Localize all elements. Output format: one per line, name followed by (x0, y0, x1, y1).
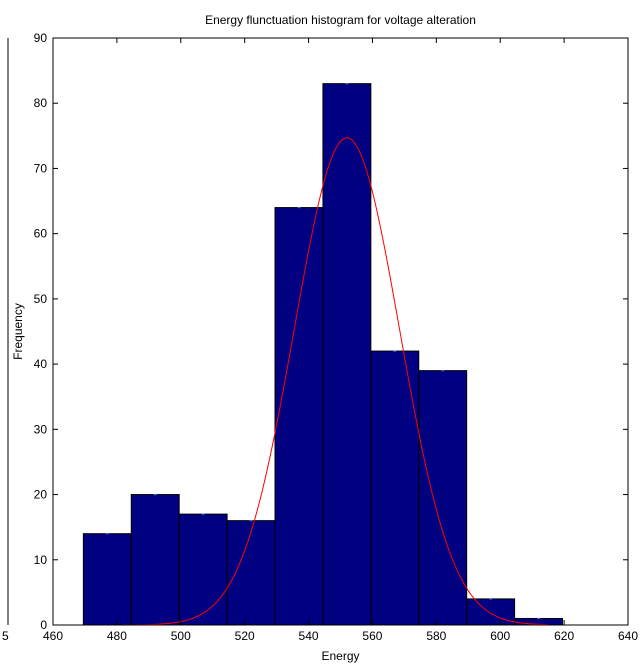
x-axis-label: Energy (321, 649, 359, 663)
histogram-bar (370, 350, 420, 626)
chart-title: Energy flunctuation histogram for voltag… (205, 13, 476, 27)
x-axis-ticks: 460 480 500 520 540 560 580 600 620 640 (43, 38, 638, 643)
y-axis-ticks: 0 10 20 30 40 50 60 70 80 90 (34, 31, 628, 632)
y-tick-label: 0 (40, 618, 47, 632)
y-tick-label: 80 (34, 96, 48, 110)
y-tick-label: 90 (34, 31, 48, 45)
y-tick-label: 20 (34, 488, 48, 502)
histogram-bar (418, 370, 468, 626)
histogram-bar (466, 598, 516, 626)
neighbor-tick-label: 5 (2, 629, 9, 643)
x-tick-label: 520 (235, 629, 255, 643)
histogram-bar (178, 513, 228, 626)
y-tick-label: 40 (34, 357, 48, 371)
histogram-bar (274, 207, 324, 626)
x-tick-label: 460 (43, 629, 63, 643)
x-tick-label: 600 (490, 629, 510, 643)
histogram-bar (130, 494, 180, 626)
y-tick-label: 50 (34, 292, 48, 306)
y-axis-label: Frequency (11, 303, 25, 360)
x-tick-label: 620 (554, 629, 574, 643)
y-tick-label: 60 (34, 227, 48, 241)
histogram-bar (226, 520, 276, 626)
histogram-bar (322, 83, 372, 626)
x-tick-label: 640 (618, 629, 638, 643)
x-tick-label: 580 (426, 629, 446, 643)
y-tick-label: 10 (34, 553, 48, 567)
x-tick-label: 480 (107, 629, 127, 643)
x-tick-label: 560 (362, 629, 382, 643)
x-tick-label: 500 (171, 629, 191, 643)
x-tick-label: 540 (299, 629, 319, 643)
y-tick-label: 30 (34, 422, 48, 436)
plot-frame (52, 37, 629, 626)
y-tick-label: 70 (34, 161, 48, 175)
histogram-bar (82, 533, 132, 626)
bars-group (82, 83, 564, 626)
